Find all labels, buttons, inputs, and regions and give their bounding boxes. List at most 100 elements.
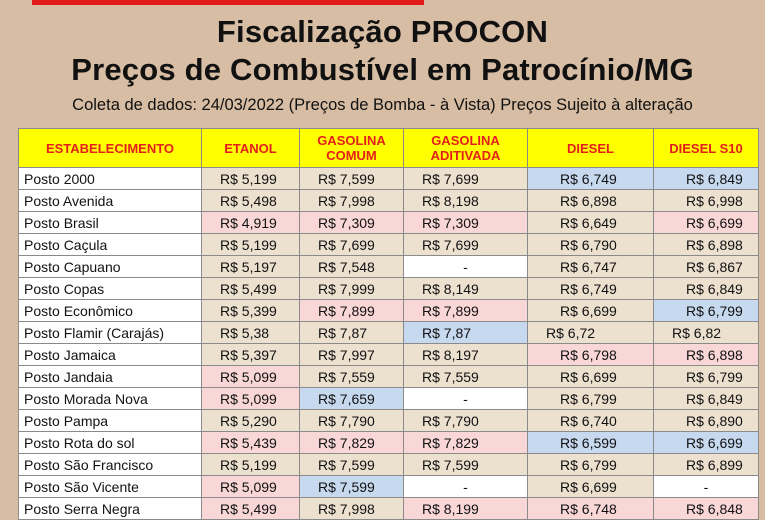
price-cell: - (403, 255, 528, 278)
price-cell: R$ 6,799 (653, 365, 759, 388)
table-row: Posto São Vicente R$ 5,099 R$ 7,599- R$ 6,6… (18, 475, 759, 498)
price-cell: - (403, 387, 528, 410)
price-cell: R$ 7,699 (403, 233, 528, 256)
table-row: Posto Pampa R$ 5,290 R$ 7,790 R$ 7,790 R$ 6,… (18, 409, 759, 432)
price-cell: R$ 7,998 (299, 497, 404, 520)
price-cell: R$ 7,87 (403, 321, 528, 344)
price-cell: R$ 7,659 (299, 387, 404, 410)
price-cell: R$ 7,559 (403, 365, 528, 388)
column-header-text: ADITIVADA (430, 148, 501, 163)
price-cell: R$ 6,898 (527, 189, 654, 212)
price-cell: R$ 7,829 (299, 431, 404, 454)
price-cell: R$ 6,867 (653, 255, 759, 278)
price-cell: R$ 7,999 (299, 277, 404, 300)
price-cell: R$ 7,559 (299, 365, 404, 388)
price-cell: R$ 5,499 (201, 497, 300, 520)
fuel-price-table: ESTABELECIMENTO ETANOL GASOLINA COMUM GASOLI… (18, 128, 759, 520)
table-row: Posto Capuano R$ 5,197 R$ 7,548- R$ 6,747 R$… (18, 255, 759, 278)
table-row: Posto Econômico R$ 5,399 R$ 7,899 R$ 7,899 R… (18, 299, 759, 322)
price-cell: R$ 5,439 (201, 431, 300, 454)
table-row: Posto Brasil R$ 4,919 R$ 7,309 R$ 7,309 R$ 6… (18, 211, 759, 234)
table-row: Posto Morada Nova R$ 5,099 R$ 7,659- R$ 6,7… (18, 387, 759, 410)
price-cell: R$ 6,898 (653, 233, 759, 256)
price-cell: R$ 7,699 (299, 233, 404, 256)
station-name: Posto 2000 (18, 167, 202, 190)
table-row: Posto Jandaia R$ 5,099 R$ 7,559 R$ 7,559 R$ … (18, 365, 759, 388)
column-header: GASOLINA ADITIVADA (403, 128, 528, 168)
price-cell: R$ 6,799 (527, 387, 654, 410)
column-header-text: COMUM (326, 148, 377, 163)
column-header-text: DIESEL (567, 140, 614, 156)
station-name: Posto Rota do sol (18, 431, 202, 454)
price-cell: R$ 6,699 (653, 431, 759, 454)
collection-note: Coleta de dados: 24/03/2022 (Preços de B… (72, 96, 693, 114)
price-cell: R$ 6,699 (527, 475, 654, 498)
station-name: Posto Brasil (18, 211, 202, 234)
price-cell: R$ 7,997 (299, 343, 404, 366)
page-subtitle-title: Preços de Combustível em Patrocínio/MG (71, 52, 694, 87)
column-header-text: GASOLINA (431, 133, 500, 148)
price-cell: R$ 6,798 (527, 343, 654, 366)
price-cell: R$ 7,998 (299, 189, 404, 212)
price-cell: R$ 5,397 (201, 343, 300, 366)
price-cell: R$ 5,290 (201, 409, 300, 432)
price-cell: R$ 5,199 (201, 167, 300, 190)
price-cell: R$ 7,899 (299, 299, 404, 322)
price-cell: R$ 6,790 (527, 233, 654, 256)
price-cell: R$ 6,749 (527, 277, 654, 300)
price-cell: R$ 6,849 (653, 167, 759, 190)
table-row: Posto Jamaica R$ 5,397 R$ 7,997 R$ 8,197 R$ … (18, 343, 759, 366)
price-cell: R$ 8,197 (403, 343, 528, 366)
price-cell: R$ 6,749 (527, 167, 654, 190)
price-cell: R$ 7,309 (403, 211, 528, 234)
table-row: Posto Rota do sol R$ 5,439 R$ 7,829 R$ 7,82… (18, 431, 759, 454)
table-row: Posto São Francisco R$ 5,199 R$ 7,599 R$ 7,… (18, 453, 759, 476)
station-name: Posto São Vicente (18, 475, 202, 498)
table-row: Posto Copas R$ 5,499 R$ 7,999 R$ 8,149 R$ 6,… (18, 277, 759, 300)
station-name: Posto Econômico (18, 299, 202, 322)
table-row: Posto Avenida R$ 5,498 R$ 7,998 R$ 8,198 R$ … (18, 189, 759, 212)
price-cell: R$ 6,898 (653, 343, 759, 366)
station-name: Posto Pampa (18, 409, 202, 432)
table-row: Posto Caçula R$ 5,199 R$ 7,699 R$ 7,699 R$ 6… (18, 233, 759, 256)
column-header: ESTABELECIMENTO (18, 128, 202, 168)
price-cell: R$ 7,599 (403, 453, 528, 476)
price-cell: R$ 7,699 (403, 167, 528, 190)
price-cell: R$ 8,149 (403, 277, 528, 300)
column-header-text: ESTABELECIMENTO (45, 140, 175, 156)
price-cell: - (653, 475, 759, 498)
page-title: Fiscalização PROCON (216, 14, 549, 49)
table-row: Posto Serra Negra R$ 5,499 R$ 7,998 R$ 8,19… (18, 497, 759, 520)
price-cell: R$ 6,998 (653, 189, 759, 212)
station-name: Posto Morada Nova (18, 387, 202, 410)
price-cell: R$ 6,649 (527, 211, 654, 234)
station-name: Posto Serra Negra (18, 497, 202, 520)
price-cell: R$ 5,199 (201, 233, 300, 256)
price-cell: R$ 7,829 (403, 431, 528, 454)
price-cell: R$ 7,790 (403, 409, 528, 432)
station-name: Posto Capuano (18, 255, 202, 278)
price-cell: - (403, 475, 528, 498)
price-cell: R$ 6,699 (527, 365, 654, 388)
station-name: Posto Jamaica (18, 343, 202, 366)
price-cell: R$ 7,309 (299, 211, 404, 234)
price-cell: R$ 6,72 (527, 321, 654, 344)
price-cell: R$ 6,599 (527, 431, 654, 454)
price-cell: R$ 7,790 (299, 409, 404, 432)
price-cell: R$ 6,799 (653, 299, 759, 322)
price-cell: R$ 8,198 (403, 189, 528, 212)
price-cell: R$ 8,199 (403, 497, 528, 520)
table-row: Posto Flamir (Carajás) R$ 5,38 R$ 7,87 R$ 7… (18, 321, 759, 344)
price-cell: R$ 6,748 (527, 497, 654, 520)
price-cell: R$ 5,099 (201, 475, 300, 498)
top-red-bar (32, 0, 424, 5)
price-cell: R$ 7,548 (299, 255, 404, 278)
price-cell: R$ 6,890 (653, 409, 759, 432)
price-cell: R$ 6,899 (653, 453, 759, 476)
column-header: DIESEL S10 (653, 128, 759, 168)
price-cell: R$ 7,599 (299, 453, 404, 476)
price-cell: R$ 6,747 (527, 255, 654, 278)
price-cell: R$ 5,099 (201, 365, 300, 388)
station-name: Posto Flamir (Carajás) (18, 321, 202, 344)
column-header-text: GASOLINA (317, 133, 386, 148)
